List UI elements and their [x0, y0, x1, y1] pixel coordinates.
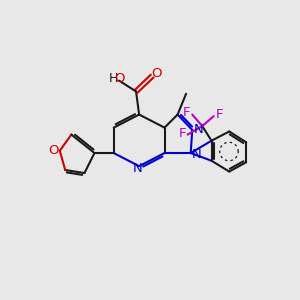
- Text: O: O: [152, 67, 162, 80]
- Text: N: N: [192, 148, 202, 161]
- Text: F: F: [215, 108, 223, 121]
- Text: N: N: [194, 123, 203, 136]
- Text: N: N: [133, 162, 142, 175]
- Text: F: F: [178, 127, 186, 140]
- Text: O: O: [115, 72, 125, 85]
- Text: H: H: [108, 72, 118, 85]
- Text: O: O: [48, 144, 59, 157]
- Text: F: F: [183, 106, 190, 119]
